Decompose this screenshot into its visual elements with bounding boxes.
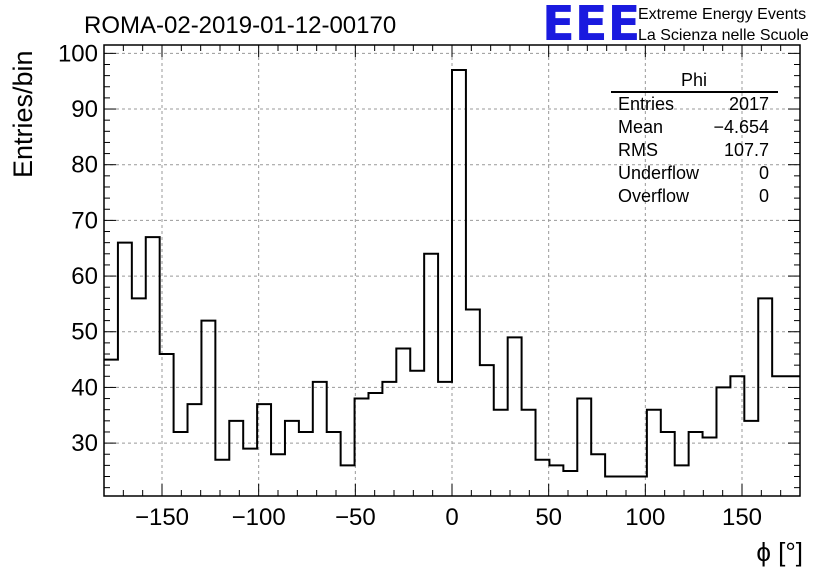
y-tick-label: 80	[71, 152, 98, 179]
histogram-bin	[466, 309, 480, 496]
histogram-bin	[174, 432, 188, 496]
y-tick-label: 30	[71, 430, 98, 457]
x-tick-label: 150	[722, 504, 762, 531]
y-axis-label: Entries/bin	[8, 50, 38, 178]
histogram-bin	[452, 70, 466, 496]
stats-value-rms: 107.7	[724, 140, 769, 160]
axis-ticks	[103, 45, 801, 496]
histogram-bin	[229, 421, 243, 496]
histogram-bin	[160, 354, 174, 496]
histogram-bin	[480, 365, 494, 496]
histogram-bin	[146, 237, 160, 496]
histogram-bin	[522, 410, 536, 496]
histogram-bin	[494, 410, 508, 496]
histogram-bin	[215, 460, 229, 496]
x-axis-label: ϕ [°]	[756, 537, 803, 567]
stats-label-overflow: Overflow	[618, 186, 690, 206]
stats-value-mean: −4.654	[713, 117, 769, 137]
histogram-bin	[605, 477, 619, 496]
histogram-bin	[438, 382, 452, 496]
histogram-bin	[716, 387, 730, 496]
histogram-bin	[536, 460, 550, 496]
histogram-bin	[410, 371, 424, 496]
histogram-bin	[104, 360, 118, 496]
stats-value-underflow: 0	[759, 163, 769, 183]
histogram-bin	[118, 243, 132, 496]
x-tick-label: −50	[335, 504, 376, 531]
run-title: ROMA-02-2019-01-12-00170	[84, 12, 396, 39]
x-tick-label: 50	[535, 504, 562, 531]
histogram-bin	[730, 376, 744, 496]
histogram-bin	[786, 376, 800, 496]
histogram-bin	[591, 454, 605, 496]
x-tick-label: −100	[232, 504, 286, 531]
histogram-bin	[772, 376, 786, 496]
histogram-bin	[424, 254, 438, 496]
stats-label-entries: Entries	[618, 94, 674, 114]
histogram-bin	[327, 432, 341, 496]
x-tick-label: 0	[445, 504, 458, 531]
histogram-bin	[201, 321, 215, 496]
histogram-bin	[661, 432, 675, 496]
histogram-bin	[382, 382, 396, 496]
logo-line-2: La Scienza nelle Scuole	[638, 27, 809, 44]
logo-line-1: Extreme Energy Events	[638, 6, 806, 23]
histogram-bars	[104, 69, 800, 496]
histogram-bin	[368, 393, 382, 496]
histogram-bin	[188, 404, 202, 496]
histogram-bin	[257, 404, 271, 496]
histogram-bin	[689, 432, 703, 496]
histogram-bin	[285, 421, 299, 496]
stats-label-underflow: Underflow	[618, 163, 700, 183]
y-tick-label: 50	[71, 319, 98, 346]
logo-mark: EEE	[542, 0, 640, 52]
y-tick-label: 40	[71, 374, 98, 401]
histogram-bin	[299, 432, 313, 496]
histogram-bin	[758, 298, 772, 496]
histogram-bin	[675, 465, 689, 496]
stats-value-overflow: 0	[759, 186, 769, 206]
histogram-bin	[647, 410, 661, 496]
y-tick-label: 100	[58, 40, 98, 67]
histogram-bin	[549, 465, 563, 496]
stats-label-rms: RMS	[618, 140, 658, 160]
y-tick-label: 90	[71, 96, 98, 123]
histogram-bin	[396, 348, 410, 496]
histogram-bin	[271, 454, 285, 496]
x-tick-label: 100	[625, 504, 665, 531]
stats-box: Phi Entries 2017 Mean −4.654 RMS 107.7 U…	[611, 70, 778, 206]
histogram-outline	[104, 69, 800, 478]
histogram-bin	[313, 382, 327, 496]
stats-value-entries: 2017	[729, 94, 769, 114]
stats-label-mean: Mean	[618, 117, 663, 137]
axis-tick-labels: −150 −100 −50 0 50 100 150 30 40 50 60 70 80 90 100	[58, 40, 762, 531]
histogram-bin	[243, 449, 257, 496]
x-tick-label: −150	[135, 504, 189, 531]
stats-title: Phi	[681, 70, 707, 90]
histogram-bin	[703, 438, 717, 496]
histogram-bin	[563, 471, 577, 496]
eee-logo: EEE Extreme Energy Events La Scienza nel…	[542, 0, 809, 52]
histogram-bin	[577, 399, 591, 496]
histogram-bin	[508, 337, 522, 496]
y-tick-label: 70	[71, 207, 98, 234]
histogram-bin	[341, 465, 355, 496]
histogram-bin	[633, 477, 647, 496]
histogram-bin	[355, 399, 369, 496]
histogram-bin	[744, 421, 758, 496]
histogram-bin	[132, 298, 146, 496]
y-tick-label: 60	[71, 263, 98, 290]
